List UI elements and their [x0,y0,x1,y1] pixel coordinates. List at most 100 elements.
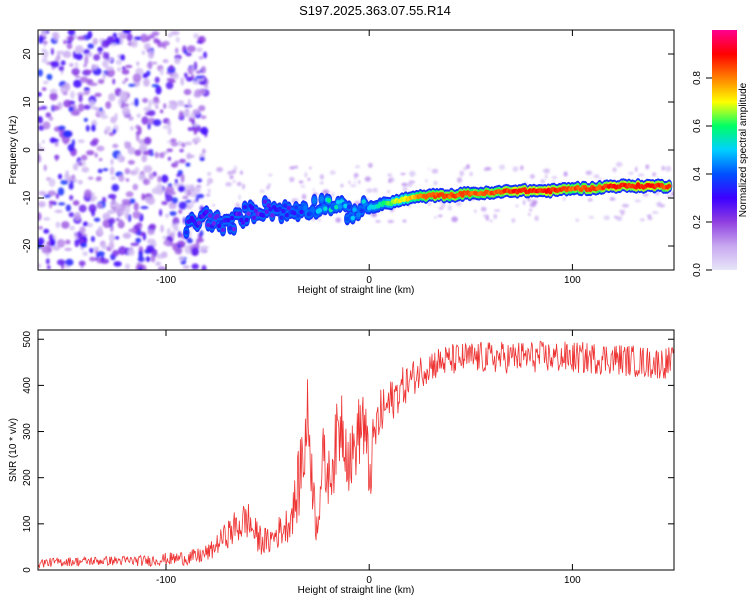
noise-blob [110,158,114,166]
colorbar-tick-label: 0.6 [692,119,703,133]
noise-blob [451,216,458,223]
noise-blob [110,43,118,47]
noise-blob [551,176,558,179]
noise-blob [185,199,192,204]
noise-blob [469,172,473,176]
noise-blob [174,222,179,230]
noise-blob [41,57,48,64]
x-tick-label: 0 [366,575,372,586]
ridge-core [356,212,361,218]
noise-blob [159,68,164,76]
noise-blob [225,182,232,187]
noise-blob [67,143,75,152]
noise-blob [117,153,123,162]
noise-blob [192,199,197,203]
noise-blob [99,107,103,112]
noise-blob [562,196,566,201]
noise-blob [114,37,121,42]
noise-blob [38,92,42,97]
noise-blob [97,51,103,55]
noise-blob [198,56,204,60]
noise-blob [147,50,155,59]
noise-blob [618,209,626,213]
noise-blob [128,198,136,204]
noise-blob [428,202,431,206]
noise-blob [157,175,162,183]
noise-blob [170,231,176,238]
noise-blob [101,243,107,250]
noise-blob [187,127,194,132]
noise-blob [191,247,200,257]
noise-blob [178,110,184,119]
ridge-core [295,213,301,219]
noise-blob [74,75,81,79]
noise-blob [167,120,171,126]
noise-blob [154,151,159,159]
noise-blob [155,85,162,95]
noise-blob [353,173,359,178]
noise-blob [62,90,68,96]
noise-blob [124,204,131,214]
noise-blob [69,194,74,201]
noise-blob [241,184,245,190]
noise-blob [112,143,119,149]
noise-blob [142,264,147,270]
noise-blob [95,176,102,182]
noise-blob [388,178,392,184]
noise-blob [616,215,623,221]
noise-blob [427,167,430,171]
noise-blob [78,204,87,213]
noise-blob [127,146,136,155]
noise-blob [138,173,147,181]
noise-blob [424,179,428,183]
noise-blob [634,199,642,203]
noise-blob [128,83,136,87]
noise-blob [62,50,72,59]
noise-blob [563,171,568,177]
noise-blob [177,246,182,255]
noise-blob [433,180,438,186]
noise-blob [127,159,135,165]
noise-blob [438,207,444,210]
spectrogram-y-ticks: -20 -10 0 10 20 [22,48,674,253]
noise-blob [127,248,135,256]
noise-blob [174,178,179,184]
noise-blob [167,33,173,38]
noise-blob [56,50,65,55]
noise-blob [151,83,160,88]
colorbar-tick-label: 0.4 [692,167,703,181]
noise-blob [529,174,535,179]
noise-blob [169,64,174,71]
noise-blob [89,82,98,87]
noise-blob [93,106,100,111]
noise-blob [199,230,204,237]
noise-blob [54,209,63,214]
noise-blob [65,258,74,266]
noise-blob [113,261,122,267]
ridge-core [196,220,202,226]
noise-blob [124,141,129,147]
noise-blob [169,211,177,217]
noise-blob [116,217,120,222]
ridge-core [335,199,341,205]
noise-blob [43,228,50,234]
noise-blob [38,116,44,124]
noise-blob [318,217,321,223]
noise-blob [635,166,638,172]
noise-blob [229,175,234,180]
noise-blob [300,185,306,188]
noise-blob [665,165,672,172]
noise-blob [56,259,66,266]
noise-blob [193,128,198,135]
noise-blob [180,173,185,183]
noise-blob [142,178,151,186]
noise-blob [431,168,439,174]
noise-blob [80,154,88,161]
y-tick-label: 10 [22,96,33,108]
noise-blob [121,106,131,116]
noise-blob [91,65,98,70]
noise-blob [268,183,271,188]
noise-blob [666,195,672,198]
noise-blob [77,139,85,144]
noise-blob [652,211,659,214]
